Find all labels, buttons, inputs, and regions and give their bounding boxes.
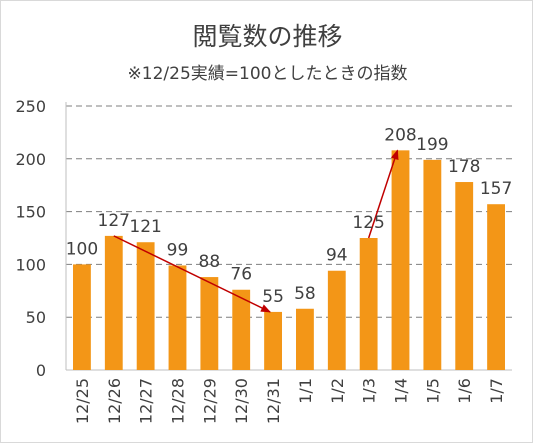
x-tick-label: 1/1 (296, 378, 315, 404)
bar (423, 159, 442, 370)
x-tick-label: 1/2 (328, 378, 347, 404)
x-tick-label: 1/7 (487, 378, 506, 404)
x-tick-label: 12/25 (73, 378, 92, 424)
data-label: 178 (448, 157, 480, 177)
bar (487, 204, 505, 370)
x-tick-label: 1/4 (392, 378, 411, 404)
bar (296, 308, 314, 370)
data-label: 88 (199, 252, 221, 272)
data-label: 94 (326, 246, 348, 266)
chart-subtitle: ※12/25実績=100としたときの指数 (127, 64, 408, 84)
data-label: 100 (66, 239, 98, 259)
data-label: 127 (98, 211, 130, 231)
bar (73, 264, 91, 370)
bar (455, 182, 474, 370)
trend-arrow (367, 149, 399, 239)
data-label: 99 (167, 240, 189, 260)
data-label: 76 (230, 265, 252, 285)
bar (136, 242, 155, 370)
bar (327, 270, 346, 370)
x-tick-label: 12/28 (169, 378, 188, 424)
y-tick-label: 250 (15, 97, 46, 116)
y-tick-label: 100 (15, 255, 46, 274)
data-label: 121 (129, 217, 161, 237)
bar (168, 265, 187, 370)
x-tick-label: 1/5 (423, 378, 442, 404)
x-tick-label: 12/30 (232, 378, 251, 424)
bar (104, 235, 123, 370)
x-tick-label: 1/6 (455, 378, 474, 404)
x-tick-label: 12/29 (200, 378, 219, 424)
x-tick-label: 1/3 (360, 378, 379, 404)
data-label: 208 (384, 125, 416, 145)
data-label: 55 (262, 287, 284, 307)
x-tick-label: 12/27 (137, 378, 156, 424)
x-tick-label: 12/26 (105, 378, 124, 424)
y-tick-label: 200 (15, 150, 46, 169)
trend-arrow (113, 235, 271, 313)
bar (264, 311, 282, 370)
data-label: 157 (480, 179, 512, 199)
y-tick-label: 50 (26, 308, 46, 327)
y-tick-label: 150 (15, 203, 46, 222)
data-label: 199 (416, 135, 448, 155)
bar (232, 289, 251, 370)
bar (200, 277, 219, 370)
bar (359, 238, 378, 370)
bar (391, 150, 410, 370)
chart-title: 閲覧数の推移 (192, 22, 343, 51)
data-label: 58 (294, 284, 316, 304)
y-tick-label: 0 (36, 361, 46, 380)
data-label: 125 (352, 213, 384, 233)
x-tick-label: 12/31 (264, 378, 283, 424)
